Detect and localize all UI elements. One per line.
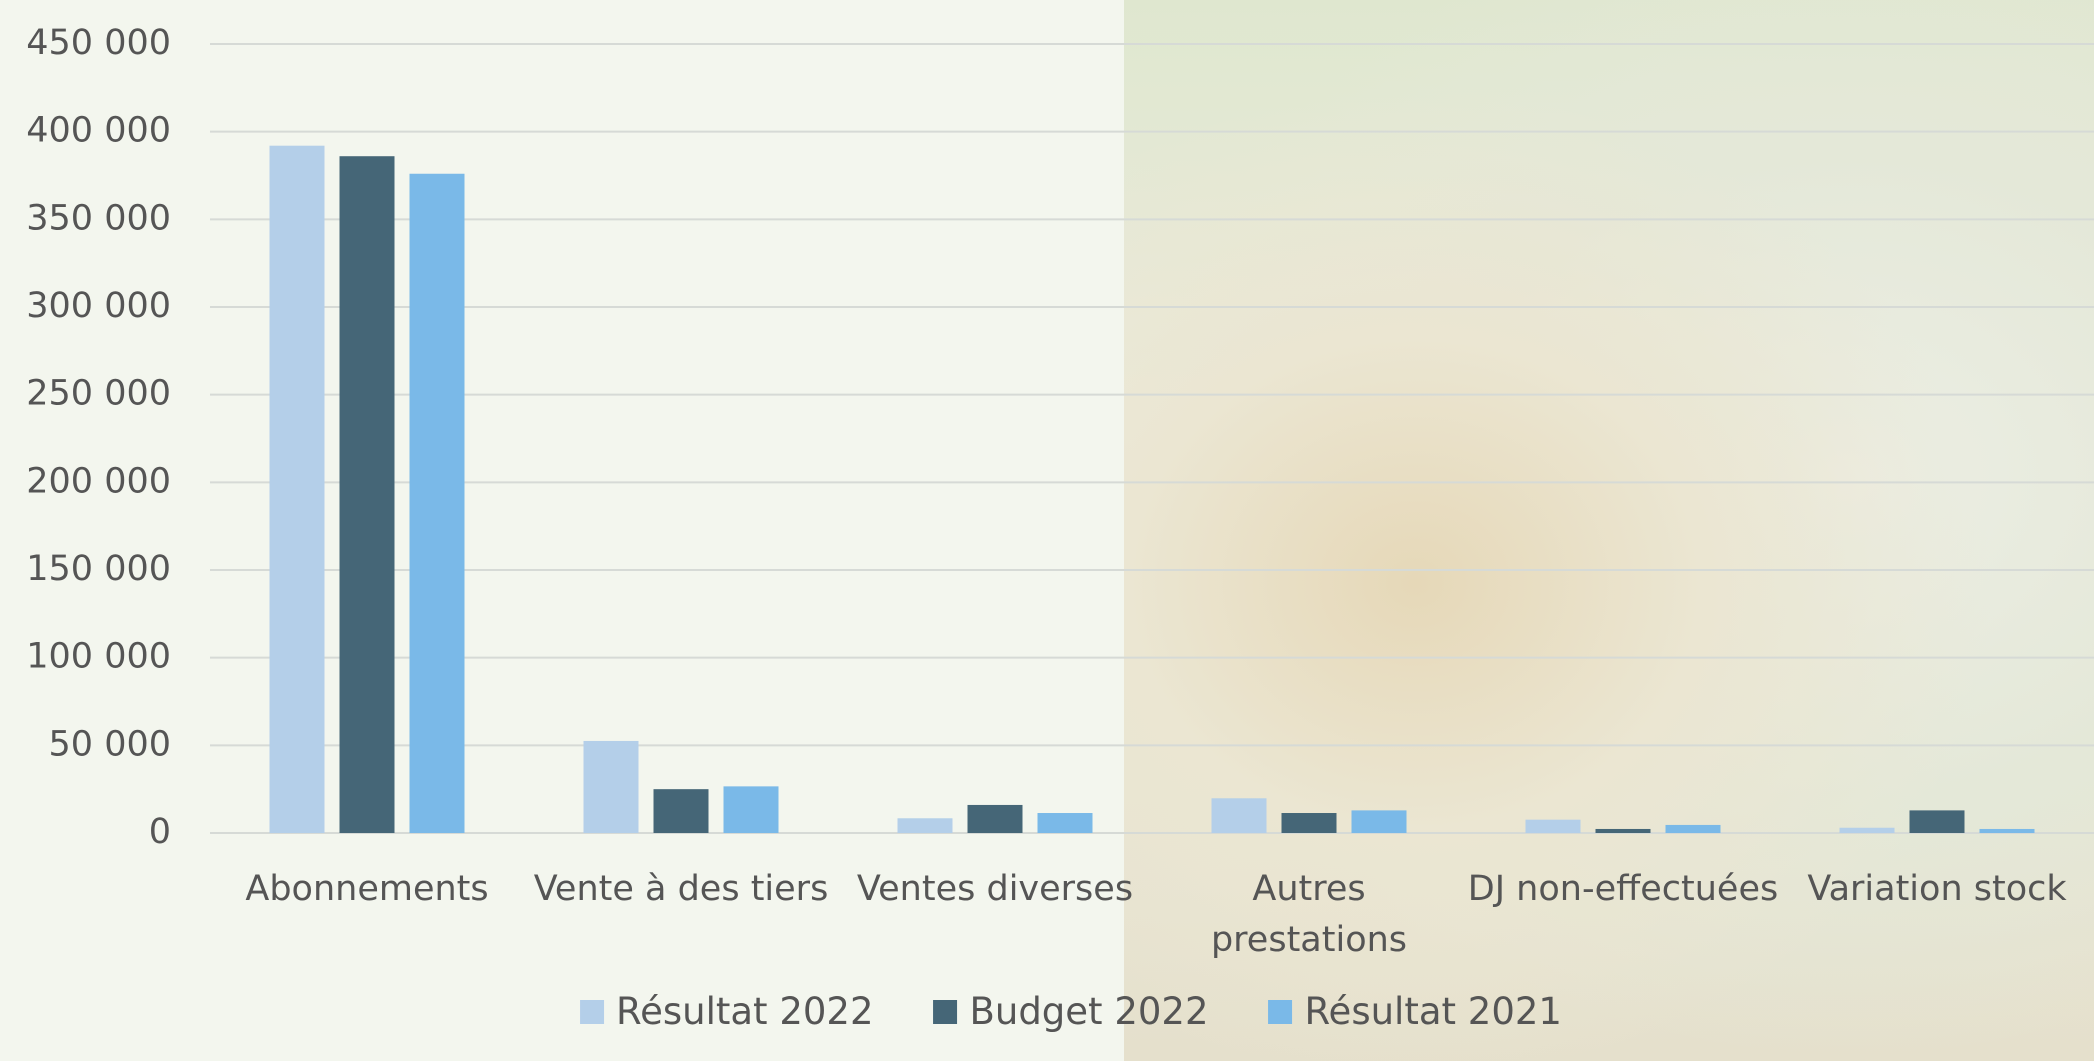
y-tick-label: 300 000 <box>26 286 171 326</box>
bar <box>723 786 779 833</box>
x-tick-label: Abonnements <box>245 869 489 909</box>
bar <box>583 740 639 833</box>
y-tick-label: 50 000 <box>49 724 171 764</box>
legend-swatch <box>1268 999 1293 1024</box>
bar <box>339 156 395 834</box>
bar <box>269 145 325 833</box>
x-tick-label: DJ non-effectuées <box>1467 869 1779 909</box>
bar <box>967 804 1023 833</box>
legend-label: Budget 2022 <box>969 990 1209 1033</box>
legend-label: Résultat 2022 <box>616 990 874 1033</box>
x-tick-label: Variation stock <box>1807 869 2067 909</box>
bar <box>1211 798 1267 833</box>
y-tick-label: 100 000 <box>26 637 171 677</box>
bar <box>1909 810 1965 833</box>
x-tick-label: Ventes diverses <box>856 869 1134 909</box>
bar <box>653 789 709 833</box>
y-tick-label: 150 000 <box>26 549 171 589</box>
bar <box>1665 824 1721 833</box>
x-tick-label: Autres prestations <box>1210 869 1408 960</box>
y-tick-label: 350 000 <box>26 198 171 238</box>
y-tick-label: 200 000 <box>26 461 171 501</box>
bar <box>897 818 953 833</box>
bar <box>1839 827 1895 833</box>
legend-label: Résultat 2021 <box>1304 990 1562 1033</box>
background-photo <box>1124 0 2094 1061</box>
x-tick-label: Vente à des tiers <box>533 869 829 909</box>
legend: Résultat 2022 Budget 2022 Résultat 2021 <box>580 990 1562 1033</box>
bar <box>1351 810 1407 833</box>
y-tick-label: 400 000 <box>26 111 171 151</box>
legend-swatch <box>580 999 605 1024</box>
bar <box>1595 828 1651 833</box>
legend-swatch <box>933 999 958 1024</box>
y-tick-label: 450 000 <box>26 23 171 63</box>
bar <box>1525 819 1581 833</box>
y-tick-label: 0 <box>149 812 171 852</box>
bar <box>1037 813 1093 833</box>
y-tick-label: 250 000 <box>26 374 171 414</box>
bar <box>1979 828 2035 833</box>
bar <box>409 173 465 833</box>
legend-item: Résultat 2022 <box>580 990 873 1033</box>
legend-item: Budget 2022 <box>933 990 1209 1033</box>
legend-item: Résultat 2021 <box>1268 990 1562 1033</box>
bar <box>1281 813 1337 833</box>
